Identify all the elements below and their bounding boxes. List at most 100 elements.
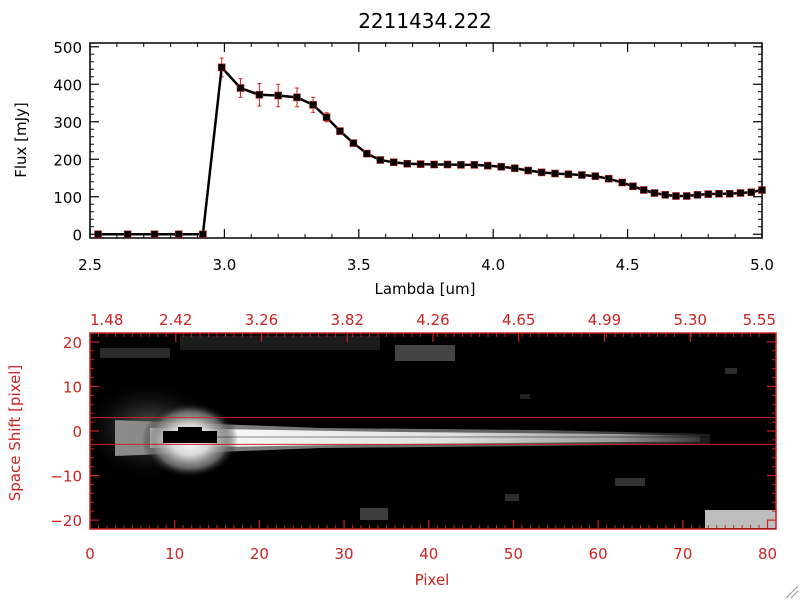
data-point	[682, 192, 691, 200]
spectrum-title: 2211434.222	[358, 9, 492, 33]
noise-patch	[705, 510, 776, 528]
data-point	[123, 230, 132, 239]
image-x-tick-label: 60	[589, 545, 608, 563]
data-point	[747, 188, 756, 197]
image-top-tick-label: 4.65	[502, 311, 535, 329]
data-point	[639, 186, 648, 194]
data-point	[443, 160, 452, 169]
x-tick-label: 5.0	[750, 256, 774, 274]
image-y-tick-label: −10	[50, 468, 82, 486]
data-point	[661, 191, 670, 199]
data-point	[497, 162, 506, 171]
data-point	[725, 189, 734, 198]
data-point	[309, 101, 317, 109]
data-point	[618, 178, 627, 187]
y-tick-label: 400	[53, 76, 82, 94]
data-point	[470, 161, 479, 169]
spectrum-plot: 2211434.222 2.5 3.0 3.5 4.0 4.5 5.0 0 100 200 300…	[12, 9, 774, 298]
data-point	[416, 160, 425, 168]
noise-patch	[725, 368, 737, 374]
y-tick-label: 100	[53, 189, 82, 207]
spectrum-x-axis-label: Lambda [um]	[375, 280, 476, 298]
y-tick-label: 300	[53, 114, 82, 132]
data-point	[293, 93, 301, 102]
spectrum-ticks: 2.5 3.0 3.5 4.0 4.5 5.0 0 100 200 300 400 500	[53, 39, 774, 274]
data-point	[578, 171, 586, 179]
data-point	[322, 113, 331, 122]
image-y-tick-label: 0	[72, 423, 82, 441]
image-x-tick-label: 30	[335, 545, 354, 563]
y-tick-label: 200	[53, 151, 82, 169]
spectrum-plot-frame	[89, 42, 763, 239]
data-point	[524, 166, 532, 175]
data-point	[758, 186, 766, 194]
image-top-tick-label: 1.48	[90, 311, 123, 329]
data-point	[704, 190, 713, 198]
noise-patch	[395, 345, 455, 361]
image-y-tick-label: −20	[50, 512, 82, 530]
data-point	[217, 63, 226, 72]
data-point	[693, 191, 702, 199]
data-point	[551, 169, 559, 178]
image-top-tick-label: 4.26	[416, 311, 449, 329]
spectral-image-plot: 0 10 20 30 40 50 60 70 80 −20 −10 0 10 20 1.48 2.42 3.26…	[6, 311, 777, 589]
data-point	[376, 156, 385, 164]
spectrum-y-axis-label: Flux [mJy]	[12, 102, 30, 178]
image-top-tick-label: 3.26	[245, 311, 278, 329]
data-point	[457, 161, 465, 169]
x-tick-label: 3.0	[212, 256, 236, 274]
image-top-tick-label: 5.30	[674, 311, 707, 329]
noise-patch	[100, 348, 170, 358]
data-point	[336, 127, 344, 135]
image-x-tick-label: 80	[758, 545, 777, 563]
data-point	[389, 158, 398, 167]
image-x-tick-label: 10	[165, 545, 184, 563]
data-point	[430, 160, 438, 169]
data-point	[736, 189, 745, 197]
data-point	[591, 172, 600, 180]
data-point	[403, 159, 411, 168]
image-top-tick-label: 4.99	[588, 311, 621, 329]
data-point	[363, 149, 371, 158]
spectrum-series-line	[98, 64, 763, 236]
x-tick-label: 2.5	[78, 256, 102, 274]
noise-patch	[505, 494, 519, 501]
source-trace	[150, 428, 700, 448]
data-point	[199, 230, 207, 239]
data-point	[604, 174, 613, 183]
data-point	[274, 91, 282, 100]
data-point	[715, 189, 723, 198]
data-point	[672, 192, 680, 200]
data-point	[537, 168, 546, 177]
noise-patch	[360, 508, 388, 520]
image-y-tick-label: 20	[63, 334, 82, 352]
image-top-tick-label: 2.42	[159, 311, 192, 329]
noise-patch	[520, 394, 530, 399]
y-tick-label: 0	[72, 226, 82, 244]
image-x-tick-label: 70	[673, 545, 692, 563]
image-top-tick-label: 3.82	[331, 311, 364, 329]
resize-grip-icon[interactable]	[785, 585, 799, 599]
x-tick-label: 3.5	[347, 256, 371, 274]
y-tick-label: 500	[53, 39, 82, 57]
image-x-tick-label: 20	[250, 545, 269, 563]
data-point	[174, 230, 183, 239]
data-point	[484, 161, 492, 170]
saturated-pixels-top	[178, 427, 202, 432]
data-point	[150, 230, 159, 239]
spectrum-error-bars	[219, 57, 764, 199]
data-point	[255, 90, 264, 99]
data-point	[349, 139, 358, 147]
data-point	[510, 164, 519, 173]
image-y-axis-label: Space Shift [pixel]	[6, 365, 24, 502]
image-top-tick-label: 5.55	[743, 311, 776, 329]
noise-patch	[615, 478, 645, 486]
data-point	[236, 84, 245, 92]
image-x-tick-label: 0	[85, 545, 95, 563]
image-y-tick-label: 10	[63, 378, 82, 396]
data-point	[629, 182, 637, 191]
x-tick-label: 4.5	[616, 256, 640, 274]
x-tick-label: 4.0	[481, 256, 505, 274]
image-ticks: 0 10 20 30 40 50 60 70 80 −20 −10 0 10 20 1.48 2.42 3.26…	[50, 311, 777, 563]
